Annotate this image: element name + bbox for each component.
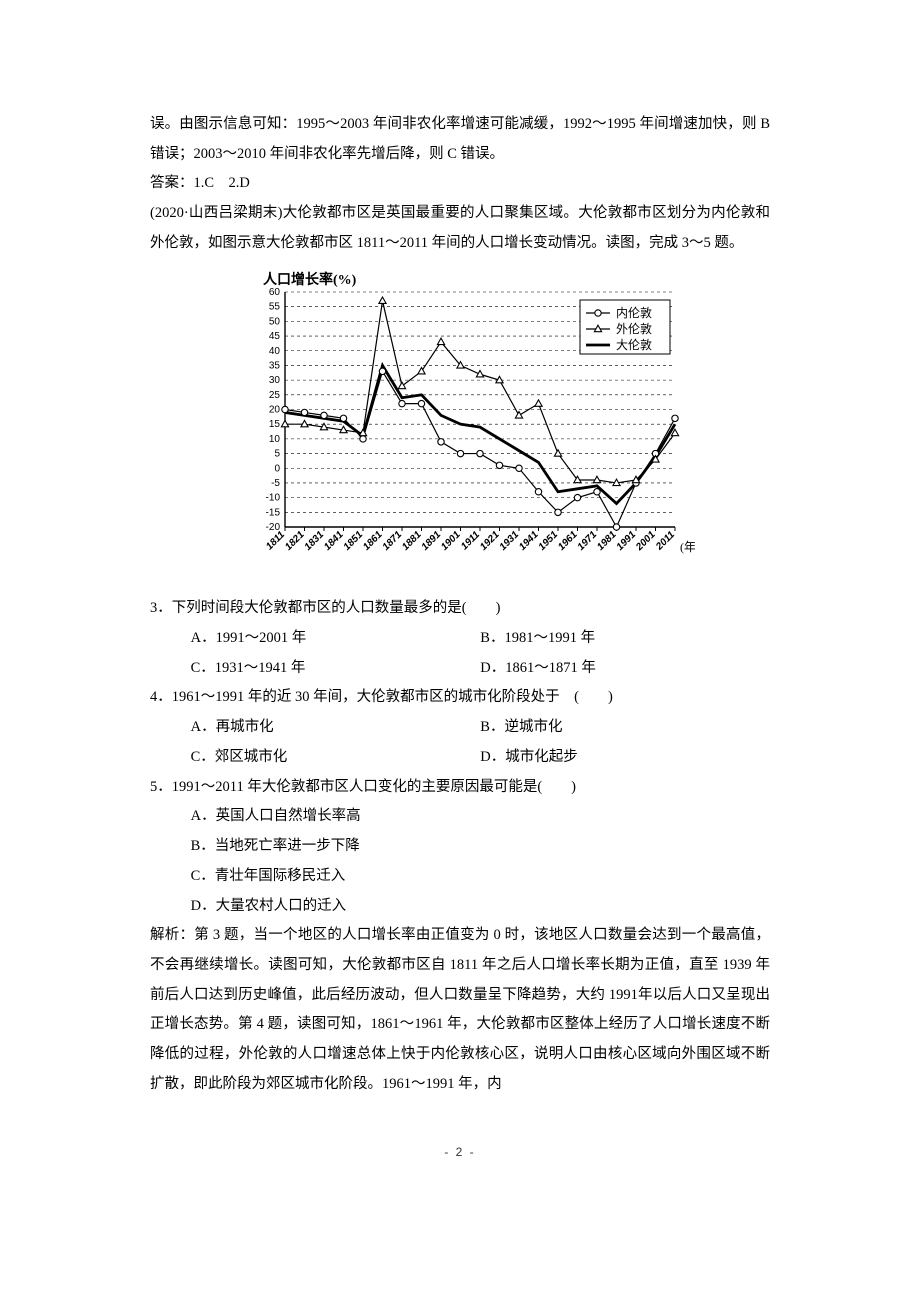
svg-text:1881: 1881 xyxy=(400,529,424,553)
svg-text:外伦敦: 外伦敦 xyxy=(616,321,652,336)
chart-svg: 人口增长率(%)-20-15-10-5051015202530354045505… xyxy=(225,267,695,577)
explanation-paragraph: 解析：第 3 题，当一个地区的人口增长率由正值变为 0 时，该地区人口数量会达到… xyxy=(150,921,770,1099)
svg-text:55: 55 xyxy=(269,301,281,312)
svg-text:15: 15 xyxy=(269,419,281,430)
option-4a: A．再城市化 xyxy=(150,713,480,743)
svg-text:1821: 1821 xyxy=(283,529,307,553)
question-4-stem: 4．1961～1991 年的近 30 年间，大伦敦都市区的城市化阶段处于 ( ) xyxy=(150,683,770,713)
svg-text:1891: 1891 xyxy=(420,529,444,553)
svg-text:-15: -15 xyxy=(266,507,281,518)
option-3b: B．1981～1991 年 xyxy=(480,624,770,654)
svg-text:30: 30 xyxy=(269,375,281,386)
option-3d: D．1861～1871 年 xyxy=(480,654,770,684)
svg-text:1841: 1841 xyxy=(322,529,346,553)
option-4b: B．逆城市化 xyxy=(480,713,770,743)
top-paragraph: 误。由图示信息可知：1995～2003 年间非农化率增速可能减缓，1992～19… xyxy=(150,110,770,169)
svg-text:1901: 1901 xyxy=(439,529,463,553)
svg-text:10: 10 xyxy=(269,433,281,444)
option-5c: C．青壮年国际移民迁入 xyxy=(150,862,770,892)
option-5d: D．大量农村人口的迁入 xyxy=(150,892,770,922)
page-number: - 2 - xyxy=(150,1140,770,1165)
question-4-options-row2: C．郊区城市化 D．城市化起步 xyxy=(150,743,770,773)
svg-text:1931: 1931 xyxy=(498,529,522,553)
svg-text:0: 0 xyxy=(274,463,280,474)
svg-text:1961: 1961 xyxy=(556,529,580,553)
svg-text:45: 45 xyxy=(269,331,281,342)
option-3c: C．1931～1941 年 xyxy=(150,654,480,684)
svg-text:5: 5 xyxy=(274,448,280,459)
svg-text:40: 40 xyxy=(269,345,281,356)
svg-text:20: 20 xyxy=(269,404,281,415)
svg-text:(年): (年) xyxy=(680,540,695,554)
svg-text:1921: 1921 xyxy=(478,529,502,553)
svg-text:大伦敦: 大伦敦 xyxy=(616,337,652,352)
svg-text:人口增长率(%): 人口增长率(%) xyxy=(263,271,357,288)
option-3a: A．1991～2001 年 xyxy=(150,624,480,654)
svg-text:50: 50 xyxy=(269,316,281,327)
svg-text:1951: 1951 xyxy=(537,529,561,553)
svg-text:-10: -10 xyxy=(266,492,281,503)
svg-text:1851: 1851 xyxy=(342,529,366,553)
population-chart: 人口增长率(%)-20-15-10-5051015202530354045505… xyxy=(150,267,770,589)
svg-text:35: 35 xyxy=(269,360,281,371)
svg-text:2001: 2001 xyxy=(633,529,658,554)
option-5b: B．当地死亡率进一步下降 xyxy=(150,832,770,862)
svg-text:1941: 1941 xyxy=(517,529,541,553)
svg-text:1831: 1831 xyxy=(303,529,327,553)
svg-text:1971: 1971 xyxy=(576,529,600,553)
question-4-options-row1: A．再城市化 B．逆城市化 xyxy=(150,713,770,743)
option-4c: C．郊区城市化 xyxy=(150,743,480,773)
svg-text:1911: 1911 xyxy=(459,529,482,552)
question-3-stem: 3．下列时间段大伦敦都市区的人口数量最多的是( ) xyxy=(150,594,770,624)
option-5a: A．英国人口自然增长率高 xyxy=(150,802,770,832)
svg-text:25: 25 xyxy=(269,389,281,400)
passage-intro: (2020·山西吕梁期末)大伦敦都市区是英国最重要的人口聚集区域。大伦敦都市区划… xyxy=(150,199,770,258)
question-3-options-row2: C．1931～1941 年 D．1861～1871 年 xyxy=(150,654,770,684)
answer-1-2: 答案：1.C 2.D xyxy=(150,169,770,199)
svg-text:1981: 1981 xyxy=(595,529,619,553)
svg-text:-5: -5 xyxy=(271,478,280,489)
question-5-stem: 5．1991～2011 年大伦敦都市区人口变化的主要原因最可能是( ) xyxy=(150,773,770,803)
svg-text:60: 60 xyxy=(269,287,281,298)
page-container: 误。由图示信息可知：1995～2003 年间非农化率增速可能减缓，1992～19… xyxy=(0,0,920,1224)
question-3-options-row1: A．1991～2001 年 B．1981～1991 年 xyxy=(150,624,770,654)
svg-text:1861: 1861 xyxy=(361,529,385,553)
svg-text:1871: 1871 xyxy=(381,529,405,553)
svg-text:1991: 1991 xyxy=(615,529,639,553)
svg-text:2011: 2011 xyxy=(653,529,677,553)
option-4d: D．城市化起步 xyxy=(480,743,770,773)
svg-text:内伦敦: 内伦敦 xyxy=(616,305,652,320)
